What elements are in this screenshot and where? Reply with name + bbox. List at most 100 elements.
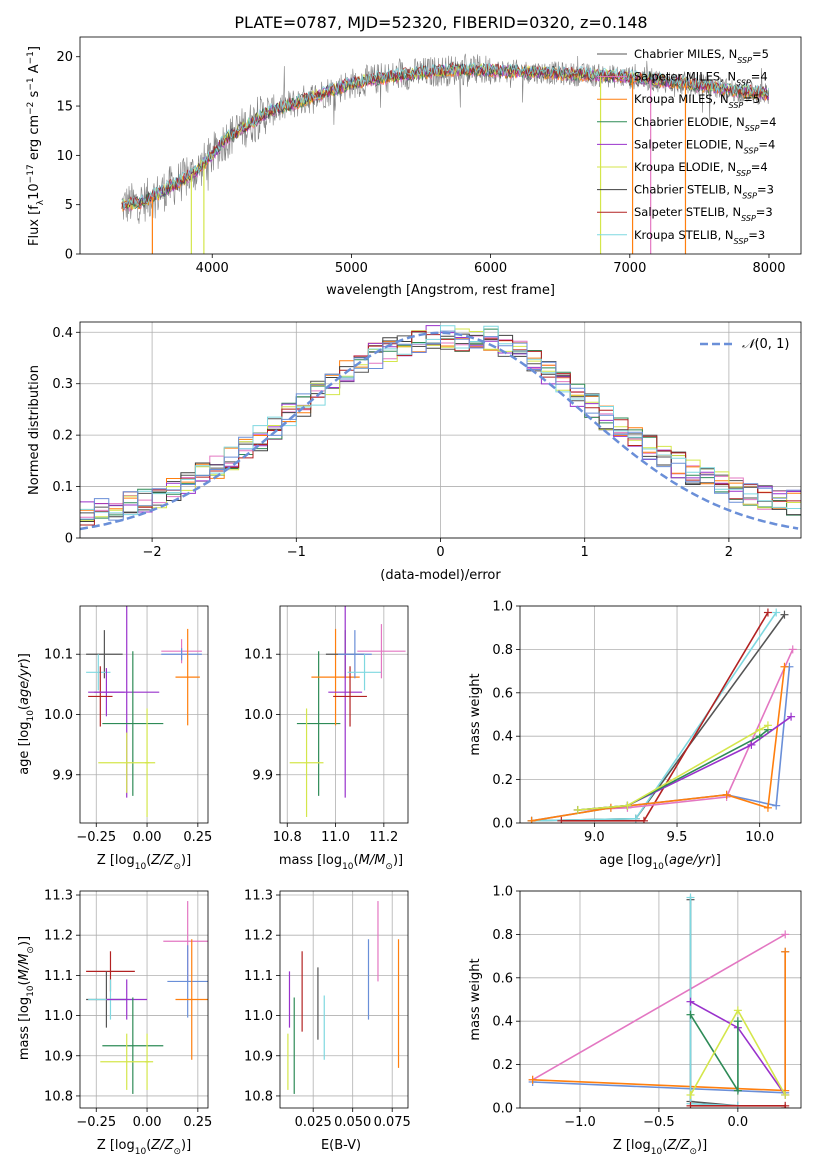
y-tick-label: 1.0 — [492, 600, 513, 615]
axes-frame — [519, 890, 802, 1109]
y-tick-label: 11.1 — [44, 969, 73, 984]
legend-label-text: Salpeter ELODIE, N — [634, 137, 744, 151]
label-part: ( — [662, 1138, 667, 1153]
weight-line — [689, 897, 738, 1107]
label-part: Z [log — [613, 1138, 651, 1153]
label-part: 10 — [652, 862, 664, 872]
y-tick-label: 11.2 — [44, 929, 73, 944]
age_vs_mass-axes: 10.8 11.0 11.2 9.9 10.0 10.1 — [244, 606, 408, 845]
legend-label: Kroupa MILES, NSSP=5 — [634, 92, 760, 110]
label-part: ( — [354, 853, 359, 868]
weight-line — [577, 724, 769, 811]
y-tick-label: 0.8 — [492, 643, 513, 658]
x-tick-label: 0.025 — [295, 1115, 332, 1130]
age-y-label: age [log10(age/yr)] — [17, 653, 36, 775]
y-tick-label: 0.1 — [52, 480, 73, 495]
label-part: ( — [146, 1138, 151, 1153]
weight_vs_Z-axes: −1.0 −0.5 0.0 0.0 0.2 0.4 0.6 0.8 1.0 — [492, 885, 801, 1130]
label-part: ] — [27, 46, 42, 51]
axes-frame — [519, 605, 802, 824]
label-part: ( — [17, 705, 32, 710]
label-part: age [log — [599, 853, 652, 868]
label-part: )] — [17, 936, 32, 946]
x-tick-label: 11.0 — [321, 830, 350, 845]
legend-label-tail: =5 — [743, 92, 760, 106]
label-part: )] — [393, 853, 403, 868]
label-part: )] — [17, 653, 32, 663]
y-tick-label: 10.9 — [44, 1049, 73, 1064]
label-part: mass [log — [279, 853, 342, 868]
axes-frame — [79, 605, 209, 824]
spectrum-model-line — [121, 62, 770, 209]
legend-label-sub: SSP — [744, 146, 759, 155]
label-part: ( — [146, 853, 151, 868]
label-part: A — [27, 64, 42, 77]
y-tick-label: 11.3 — [44, 889, 73, 904]
label-part: )] — [181, 1138, 191, 1153]
x-tick-label: 2 — [725, 545, 733, 560]
legend-label: Chabrier MILES, NSSP=5 — [634, 47, 769, 65]
legend-label: Salpeter MILES, NSSP=4 — [634, 70, 768, 88]
label-part: s — [27, 90, 42, 101]
axes-frame — [279, 605, 409, 824]
normal-curve — [80, 331, 799, 531]
age_vs_mass-points — [289, 606, 406, 817]
legend-label-tail: =4 — [751, 70, 768, 84]
x-tick-label: 10.8 — [273, 830, 302, 845]
label-part: ⊙ — [173, 862, 181, 872]
label-part: −2 — [26, 102, 36, 115]
weight-vs-z-x-label: Z [log10(Z/Z⊙)] — [613, 1138, 707, 1157]
mass_vs_ebv-points — [287, 901, 400, 1094]
x-tick-label: 7000 — [613, 261, 646, 276]
label-part: Z/Z — [150, 853, 174, 868]
age-vs-z-x-label: Z [log10(Z/Z⊙)] — [97, 853, 191, 872]
label-part: −17 — [26, 164, 36, 183]
x-tick-label: 10.0 — [745, 830, 774, 845]
label-part: Z [log — [97, 853, 135, 868]
x-tick-label: 0.00 — [133, 1115, 162, 1130]
legend-label-text: Kroupa MILES, N — [634, 92, 729, 106]
legend-label-sub: SSP — [736, 78, 751, 87]
y-tick-label: 0.2 — [492, 1058, 513, 1073]
legend-label-sub: SSP — [742, 191, 757, 200]
label-part: 10 — [651, 1147, 663, 1157]
spectrum-axes: 4000 5000 6000 7000 8000 0 5 10 15 20 — [56, 50, 785, 276]
legend-label-text: Kroupa STELIB, N — [634, 228, 734, 242]
weight-line — [532, 933, 786, 1081]
legend-label-tail: =3 — [748, 228, 765, 242]
legend-label: Salpeter STELIB, NSSP=3 — [634, 205, 773, 223]
residuals-y-label: Normed distribution — [27, 365, 42, 495]
legend-label-sub: SSP — [737, 56, 752, 65]
x-tick-label: 0 — [436, 545, 444, 560]
y-tick-label: 0.8 — [492, 928, 513, 943]
label-part: age [log — [17, 722, 32, 775]
y-tick-label: 11.0 — [244, 1009, 273, 1024]
label-part: ( — [17, 980, 32, 985]
y-tick-label: 0.2 — [52, 429, 73, 444]
weight_vs_Z-lines — [528, 893, 790, 1108]
legend-label-text: Salpeter STELIB, N — [634, 205, 741, 219]
y-tick-label: 10 — [56, 149, 73, 164]
y-tick-label: 0.4 — [52, 326, 73, 341]
y-tick-label: 0 — [65, 532, 73, 547]
label-part: Z/Z — [150, 1138, 174, 1153]
legend-label: 𝒩(0, 1) — [742, 337, 789, 352]
axes-frame — [79, 321, 802, 539]
y-tick-label: 0 — [65, 248, 73, 263]
label-part: Z/Z — [666, 1138, 690, 1153]
label-part: ⊙ — [26, 946, 36, 954]
y-tick-label: 10.1 — [244, 648, 273, 663]
label-part: erg cm — [27, 115, 42, 164]
mass-y-label: mass [log10(M/M⊙)] — [17, 936, 36, 1060]
legend-label-text: Salpeter MILES, N — [634, 70, 736, 84]
y-tick-label: 10.8 — [44, 1089, 73, 1104]
label-part: M/M — [17, 954, 32, 981]
x-tick-label: −0.5 — [643, 1115, 675, 1130]
legend-label: Kroupa STELIB, NSSP=3 — [634, 228, 765, 246]
x-tick-label: −1 — [287, 545, 306, 560]
residuals-x-label: (data-model)/error — [380, 568, 501, 583]
legend-label: Chabrier STELIB, NSSP=3 — [634, 183, 774, 201]
y-tick-label: 5 — [65, 198, 73, 213]
